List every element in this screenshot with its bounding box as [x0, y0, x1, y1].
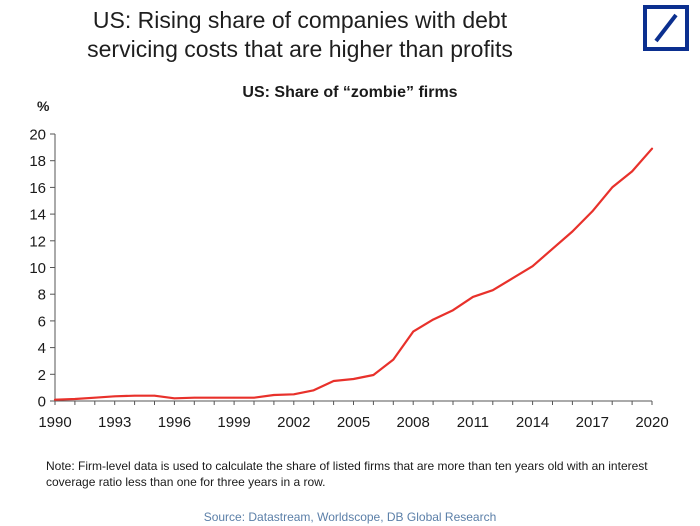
x-tick-label: 2002 — [277, 414, 310, 431]
y-tick-label: 0 — [38, 394, 46, 411]
y-tick-label: 12 — [29, 233, 46, 250]
data-point — [173, 397, 176, 400]
data-point — [631, 170, 633, 173]
data-point — [213, 396, 215, 399]
x-tick-label: 1990 — [38, 414, 71, 431]
y-tick-label: 4 — [38, 340, 46, 357]
headline: US: Rising share of companies with debt … — [0, 6, 600, 64]
data-point — [412, 330, 415, 333]
data-point — [511, 277, 514, 279]
chart-note: Note: Firm-level data is used to calcula… — [46, 459, 648, 489]
y-tick-label: 18 — [29, 153, 46, 170]
series-line-zombie-share — [53, 147, 654, 401]
x-tick-label: 1996 — [158, 414, 191, 431]
data-point — [392, 358, 395, 361]
data-point — [591, 210, 594, 213]
data-point — [153, 394, 156, 397]
data-point — [74, 398, 76, 400]
y-tick-label: 6 — [38, 313, 46, 330]
y-tick-label: 10 — [29, 260, 46, 277]
x-tick-label: 1993 — [98, 414, 131, 431]
data-point — [94, 396, 96, 399]
data-point — [651, 147, 653, 150]
data-point — [193, 396, 196, 399]
data-point — [432, 318, 434, 321]
y-axis-unit-label: % — [37, 98, 50, 114]
y-tick-label: 2 — [38, 367, 46, 384]
data-point — [372, 374, 375, 376]
y-tick-label: 20 — [29, 127, 46, 144]
data-point — [352, 378, 355, 380]
data-point — [571, 230, 574, 233]
data-point — [54, 398, 56, 401]
x-tick-label: 2017 — [576, 414, 609, 431]
data-point — [492, 289, 494, 291]
data-point — [233, 396, 235, 399]
data-point — [293, 393, 295, 396]
x-tick-label: 2011 — [457, 414, 489, 431]
x-tick-label: 2005 — [337, 414, 370, 431]
headline-line-2: servicing costs that are higher than pro… — [87, 36, 513, 62]
data-point — [273, 394, 275, 396]
x-tick-label: 2020 — [635, 414, 668, 431]
data-point — [113, 395, 116, 398]
x-tick-label: 2014 — [516, 414, 549, 431]
y-tick-label: 14 — [29, 207, 46, 224]
data-point — [312, 389, 315, 392]
data-point — [531, 265, 534, 267]
chart-title: US: Share of “zombie” firms — [242, 84, 458, 101]
data-point — [133, 394, 136, 397]
x-tick-label: 2008 — [397, 414, 430, 431]
source-line: Source: Datastream, Worldscope, DB Globa… — [203, 510, 497, 524]
data-point — [332, 380, 335, 382]
headline-line-1: US: Rising share of companies with debt — [92, 7, 508, 33]
deutsche-bank-logo — [643, 5, 689, 51]
data-point — [551, 248, 554, 250]
data-point — [253, 396, 255, 399]
data-point — [452, 309, 454, 312]
data-point — [611, 186, 613, 189]
data-point — [472, 296, 474, 298]
y-tick-label: 8 — [38, 287, 46, 304]
x-tick-label: 1999 — [217, 414, 250, 431]
y-tick-label: 16 — [29, 180, 46, 197]
